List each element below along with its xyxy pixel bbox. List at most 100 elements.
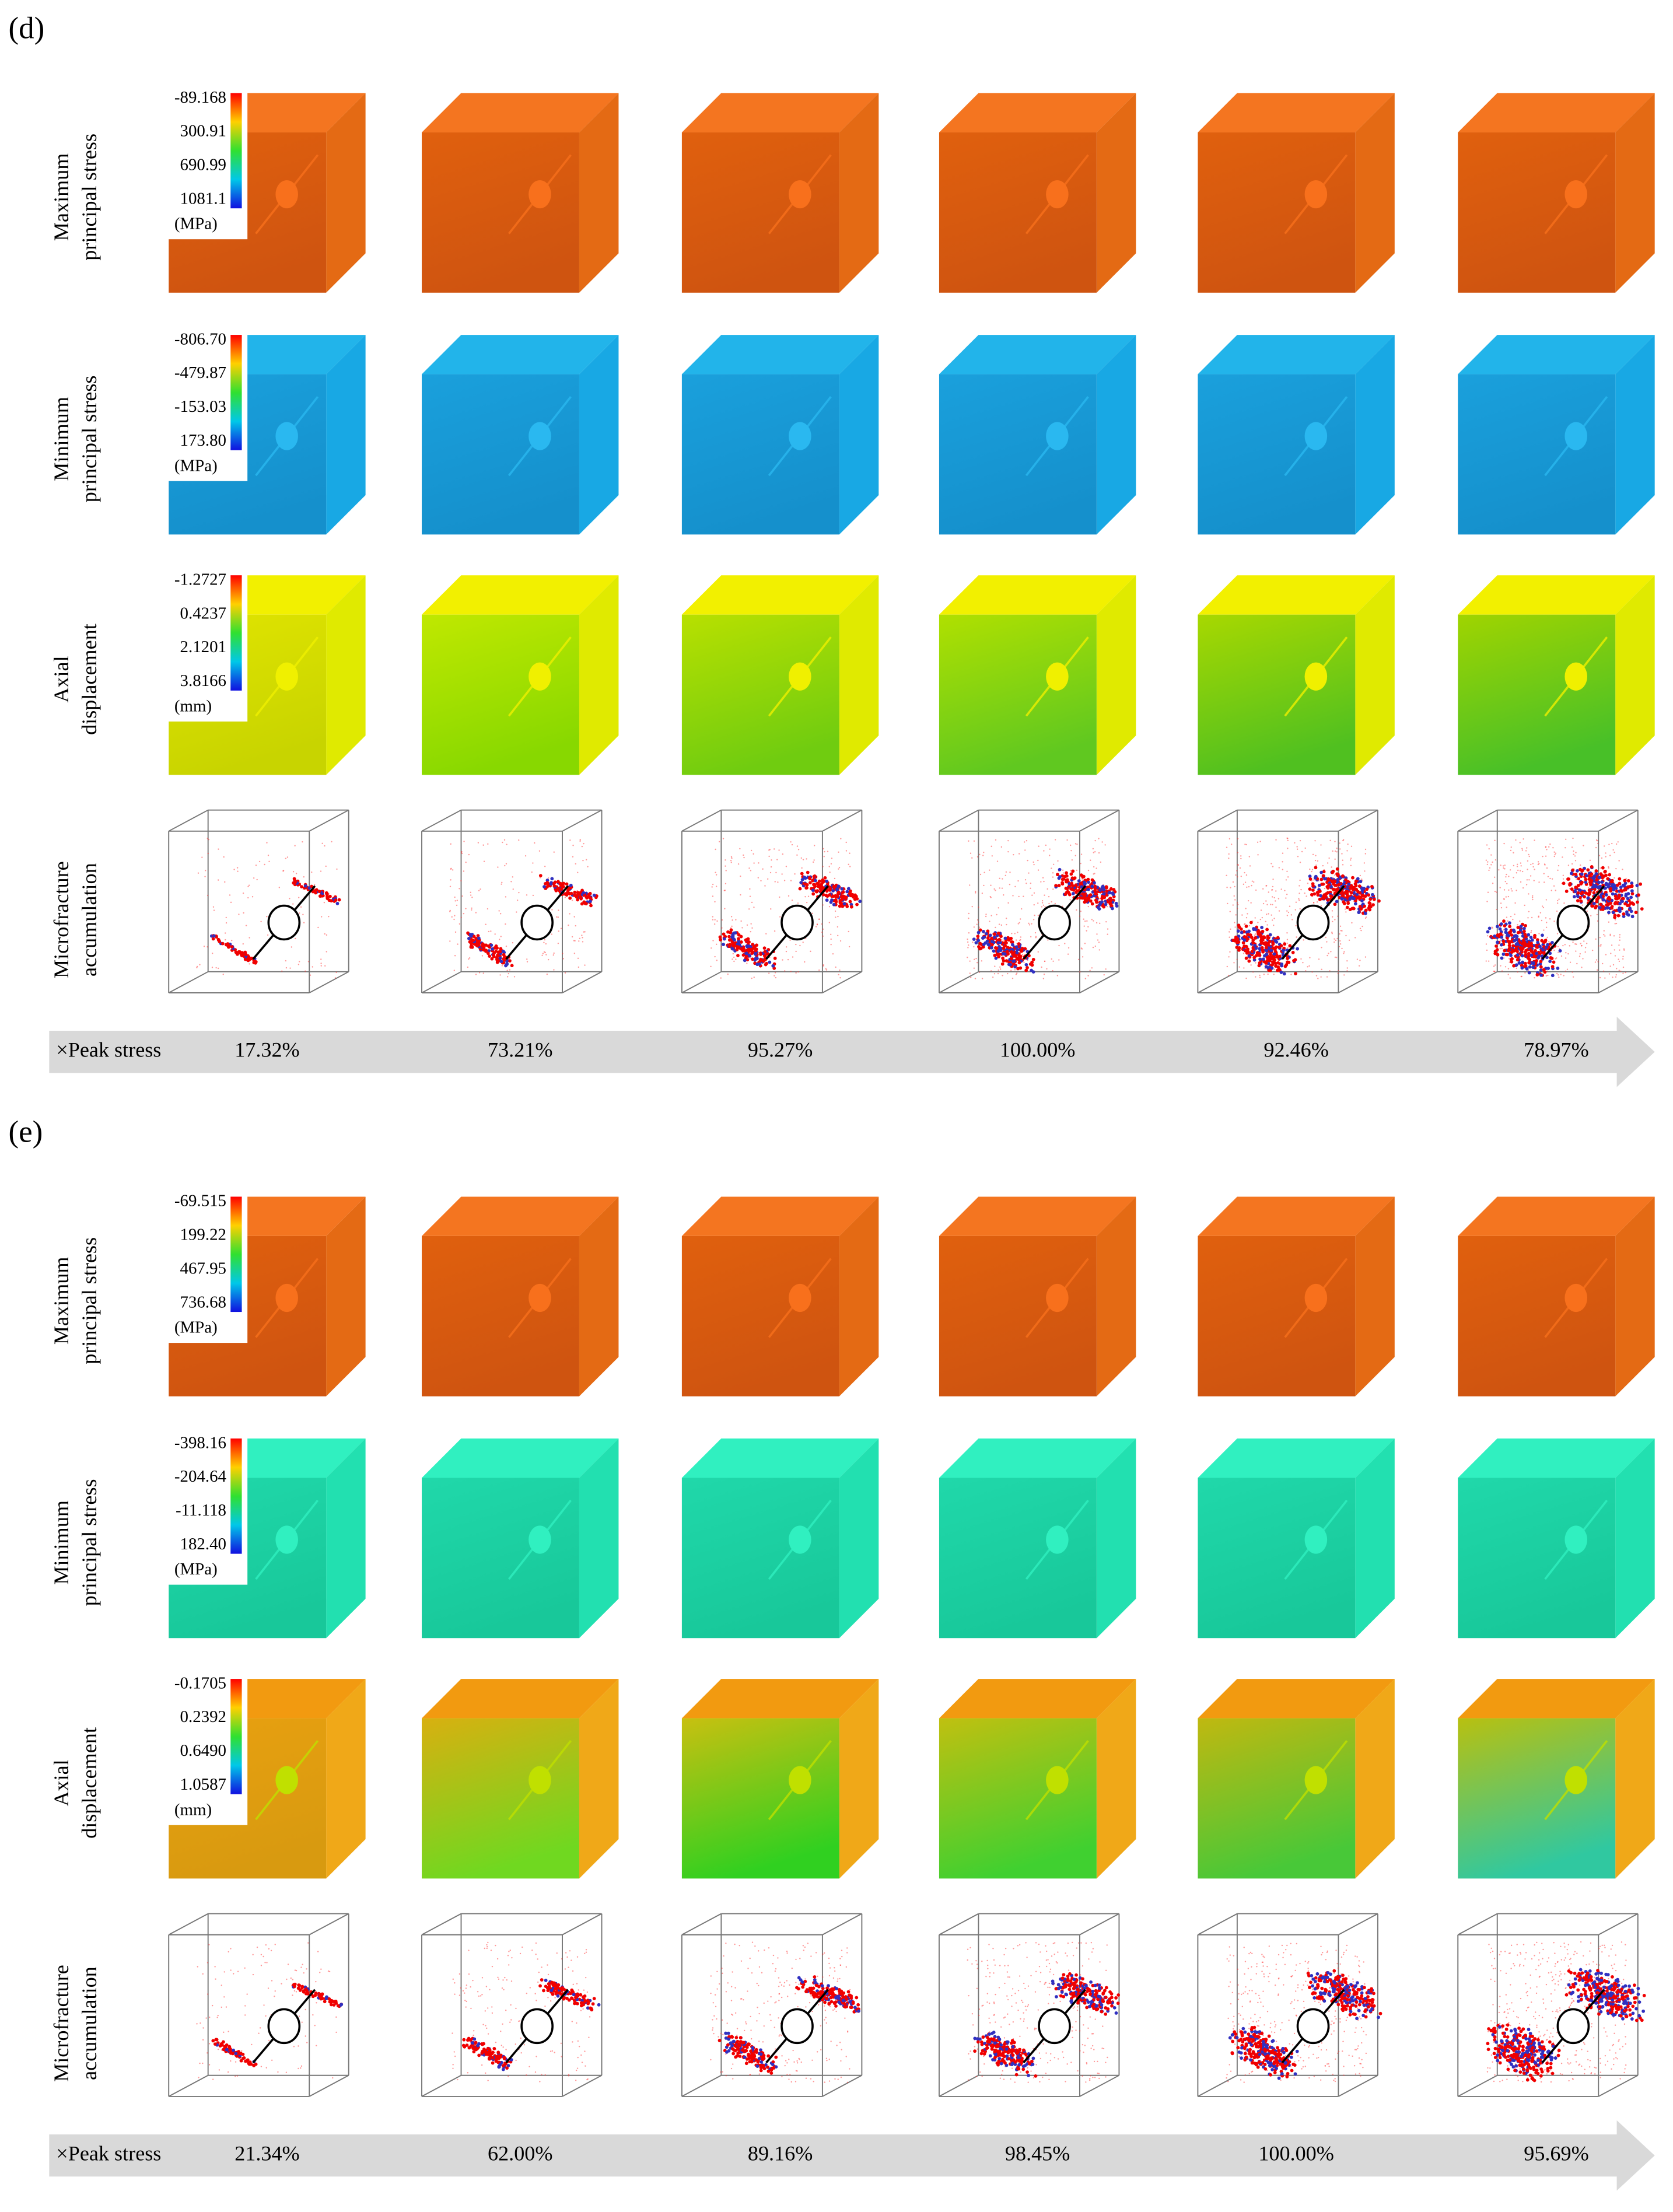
damage-point	[1512, 919, 1514, 921]
damage-point	[836, 935, 839, 937]
damage-point	[1506, 883, 1508, 884]
cube-side	[1355, 93, 1395, 293]
specimen	[1198, 1438, 1395, 1639]
damage-point	[585, 1951, 587, 1953]
damage-point	[449, 940, 451, 942]
damage-point	[532, 894, 534, 897]
damage-point	[1235, 914, 1237, 916]
damage-point	[324, 891, 328, 895]
damage-point	[564, 897, 566, 898]
damage-point	[1331, 866, 1332, 868]
damage-point	[492, 2046, 496, 2050]
damage-point	[1242, 935, 1247, 939]
damage-point	[495, 1944, 496, 1947]
damage-point	[825, 968, 827, 970]
damage-point	[224, 943, 228, 947]
damage-point	[731, 857, 733, 859]
damage-point	[496, 1958, 499, 1960]
damage-point	[499, 939, 501, 940]
damage-point	[740, 875, 741, 877]
damage-point	[776, 859, 778, 860]
cube-side	[1096, 575, 1136, 775]
damage-point	[1510, 950, 1514, 954]
damage-point	[477, 2053, 481, 2057]
damage-point	[1098, 852, 1100, 854]
damage-point	[575, 2080, 577, 2081]
damage-point	[556, 886, 561, 890]
damage-point	[1352, 897, 1356, 901]
damage-point	[1068, 947, 1070, 949]
damage-point	[508, 2076, 509, 2077]
damage-point	[1583, 845, 1584, 846]
damage-point	[1253, 943, 1257, 947]
damage-point	[502, 1979, 504, 1981]
damage-point	[1508, 876, 1510, 877]
damage-point	[1002, 939, 1004, 941]
damage-point	[505, 896, 507, 898]
damage-point	[1354, 937, 1356, 939]
damage-point	[1546, 867, 1548, 869]
damage-point	[505, 2010, 507, 2011]
damage-point	[753, 907, 755, 908]
damage-point	[450, 879, 452, 881]
damage-point	[1553, 885, 1555, 887]
cube-front	[939, 1478, 1097, 1639]
damage-point	[1079, 915, 1081, 917]
damage-point	[1544, 864, 1546, 866]
damage-point	[1488, 926, 1492, 930]
damage-point	[534, 842, 536, 844]
damage-point	[1579, 899, 1583, 903]
damage-point	[1058, 959, 1060, 961]
damage-point	[1562, 944, 1564, 947]
damage-point	[298, 961, 300, 963]
damage-point	[1048, 902, 1050, 905]
damage-point	[267, 855, 270, 856]
colorbar-tick-label: -398.16	[174, 1433, 226, 1452]
damage-point	[1496, 925, 1499, 929]
box-edge	[562, 809, 602, 832]
damage-point	[786, 1996, 789, 1997]
damage-point	[579, 1993, 583, 1997]
damage-point	[546, 973, 548, 975]
damage-point	[1608, 867, 1610, 869]
damage-point	[1507, 974, 1509, 975]
damage-point	[1070, 887, 1074, 891]
damage-point	[1107, 933, 1108, 935]
damage-point	[838, 901, 842, 905]
damage-point	[1324, 892, 1328, 896]
damage-point	[568, 1966, 569, 1968]
specimen	[1458, 1679, 1655, 1879]
damage-point	[487, 908, 489, 910]
damage-point	[268, 2039, 270, 2042]
damage-point	[1093, 866, 1095, 868]
damage-point	[1493, 965, 1495, 967]
damage-point	[1268, 959, 1272, 963]
damage-point	[1562, 881, 1566, 886]
damage-point	[1488, 960, 1490, 962]
damage-point	[1597, 906, 1601, 909]
damage-point	[289, 898, 290, 900]
damage-point	[574, 940, 576, 942]
damage-point	[303, 1972, 304, 1974]
damage-point	[1584, 947, 1587, 949]
damage-point	[501, 2045, 503, 2046]
damage-point	[1604, 873, 1608, 877]
damage-point	[752, 944, 757, 949]
damage-point	[1337, 883, 1341, 887]
damage-point	[1543, 873, 1545, 874]
damage-point	[1514, 902, 1516, 904]
damage-point	[514, 2043, 516, 2045]
damage-point	[981, 978, 984, 979]
damage-point	[480, 2042, 484, 2046]
damage-point	[464, 2000, 466, 2001]
box-edge	[168, 971, 209, 993]
damage-point	[1081, 892, 1084, 896]
damage-point	[747, 1990, 748, 1992]
damage-point	[1033, 863, 1035, 866]
damage-point	[848, 946, 850, 948]
damage-point	[990, 884, 992, 886]
colorbar-tick-label: 182.40	[180, 1535, 227, 1553]
damage-point	[1339, 943, 1342, 945]
damage-point	[499, 913, 502, 915]
damage-point	[300, 906, 302, 908]
